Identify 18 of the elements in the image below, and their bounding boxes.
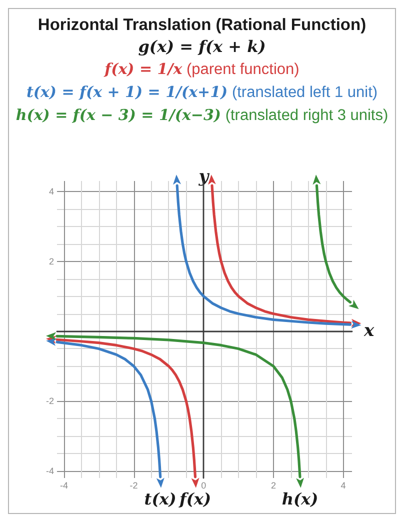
- legend-label: h(x): [282, 489, 318, 508]
- x-tick-label: -2: [130, 480, 138, 490]
- x-tick-label: 0: [201, 480, 206, 490]
- x-tick-label: 4: [340, 480, 346, 490]
- legend-label: t(x): [144, 489, 176, 508]
- x-tick-label: 2: [270, 480, 276, 490]
- x-axis-title: x: [363, 321, 375, 342]
- x-tick-label: -4: [60, 480, 68, 490]
- text: f(x) = 1/x (parent function): [104, 60, 300, 78]
- legend-label: f(x): [178, 489, 212, 508]
- y-tick-label: -2: [46, 396, 54, 406]
- chart-title: Horizontal Translation (Rational Function): [36, 15, 368, 35]
- text: h(x) = f(x − 3) = 1/(x−3) (translated right 3 units): [16, 106, 388, 124]
- y-tick-label: 4: [48, 186, 54, 196]
- y-tick-label: 2: [48, 256, 54, 266]
- text: t(x) = f(x + 1) = 1/(x+1) (translated left 1 unit): [26, 83, 378, 101]
- y-tick-label: -4: [46, 466, 54, 476]
- chart-subtitle: g(x) = f(x + k): [137, 36, 267, 58]
